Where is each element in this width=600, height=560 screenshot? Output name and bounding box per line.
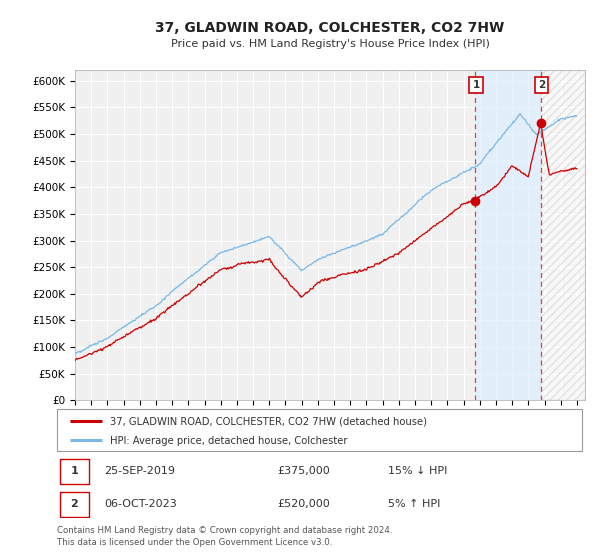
Text: 1: 1 xyxy=(70,466,78,476)
Text: HPI: Average price, detached house, Colchester: HPI: Average price, detached house, Colc… xyxy=(110,436,347,446)
Text: 06-OCT-2023: 06-OCT-2023 xyxy=(104,500,177,510)
Text: 15% ↓ HPI: 15% ↓ HPI xyxy=(388,466,447,476)
Text: 2: 2 xyxy=(70,500,78,510)
FancyBboxPatch shape xyxy=(59,459,89,483)
Text: 37, GLADWIN ROAD, COLCHESTER, CO2 7HW (detached house): 37, GLADWIN ROAD, COLCHESTER, CO2 7HW (d… xyxy=(110,417,427,426)
FancyBboxPatch shape xyxy=(57,409,582,451)
Text: Contains HM Land Registry data © Crown copyright and database right 2024.
This d: Contains HM Land Registry data © Crown c… xyxy=(57,526,392,547)
Bar xyxy=(541,70,585,400)
Text: £375,000: £375,000 xyxy=(277,466,330,476)
Text: 2: 2 xyxy=(538,80,545,90)
Text: £520,000: £520,000 xyxy=(277,500,330,510)
Text: 5% ↑ HPI: 5% ↑ HPI xyxy=(388,500,440,510)
Text: 1: 1 xyxy=(473,80,480,90)
FancyBboxPatch shape xyxy=(59,492,89,517)
Text: 37, GLADWIN ROAD, COLCHESTER, CO2 7HW: 37, GLADWIN ROAD, COLCHESTER, CO2 7HW xyxy=(155,21,505,35)
Text: 25-SEP-2019: 25-SEP-2019 xyxy=(104,466,175,476)
Text: Price paid vs. HM Land Registry's House Price Index (HPI): Price paid vs. HM Land Registry's House … xyxy=(170,39,490,49)
Bar xyxy=(475,70,541,400)
